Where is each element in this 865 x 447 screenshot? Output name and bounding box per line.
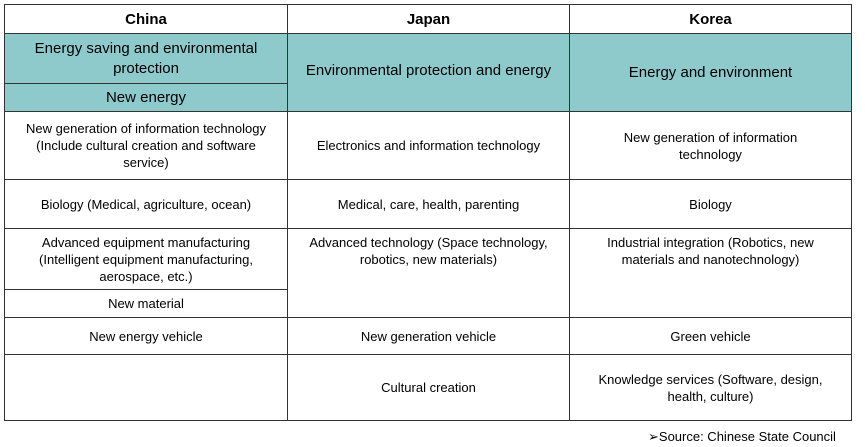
- china-advanced-equipment-cell: Advanced equipment manufacturing (Intell…: [4, 228, 288, 290]
- china-empty-cell: [4, 354, 288, 421]
- japan-electronics-cell: Electronics and information technology: [287, 111, 570, 180]
- japan-medical-cell: Medical, care, health, parenting: [287, 179, 570, 229]
- china-new-energy-cell: New energy: [4, 83, 288, 112]
- china-new-energy-vehicle-cell: New energy vehicle: [4, 317, 288, 355]
- japan-new-generation-vehicle-cell: New generation vehicle: [287, 317, 570, 355]
- japan-advanced-tech-cell: Advanced technology (Space technology, r…: [287, 228, 570, 318]
- china-biology-cell: Biology (Medical, agriculture, ocean): [4, 179, 288, 229]
- header-korea: Korea: [569, 4, 852, 34]
- korea-green-vehicle-cell: Green vehicle: [569, 317, 852, 355]
- japan-environment-cell: Environmental protection and energy: [287, 33, 570, 112]
- korea-knowledge-services-cell: Knowledge services (Software, design, he…: [569, 354, 852, 421]
- korea-energy-cell: Energy and environment: [569, 33, 852, 112]
- korea-biology-cell: Biology: [569, 179, 852, 229]
- korea-industrial-integration-cell: Industrial integration (Robotics, new ma…: [569, 228, 852, 318]
- header-japan: Japan: [287, 4, 570, 34]
- korea-info-tech-cell: New generation of information technology: [569, 111, 852, 180]
- china-energy-saving-cell: Energy saving and environmental protecti…: [4, 33, 288, 84]
- japan-cultural-creation-cell: Cultural creation: [287, 354, 570, 421]
- source-note: ➢Source: Chinese State Council: [648, 429, 836, 444]
- china-info-tech-cell: New generation of information technology…: [4, 111, 288, 180]
- china-new-material-cell: New material: [4, 289, 288, 318]
- header-china: China: [4, 4, 288, 34]
